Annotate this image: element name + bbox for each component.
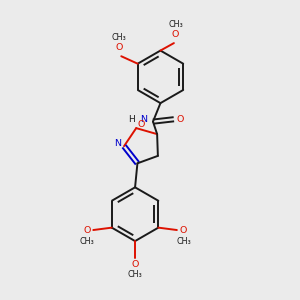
Text: O: O	[115, 44, 123, 52]
Text: O: O	[83, 226, 90, 235]
Text: CH₃: CH₃	[79, 237, 94, 246]
Text: O: O	[172, 30, 179, 39]
Text: O: O	[177, 115, 184, 124]
Text: N: N	[140, 115, 147, 124]
Text: CH₃: CH₃	[112, 33, 126, 42]
Text: O: O	[180, 226, 187, 235]
Text: N: N	[115, 139, 122, 148]
Text: CH₃: CH₃	[176, 237, 191, 246]
Text: O: O	[131, 260, 139, 268]
Text: H: H	[128, 115, 134, 124]
Text: O: O	[138, 120, 145, 129]
Text: CH₃: CH₃	[168, 20, 183, 29]
Text: CH₃: CH₃	[128, 270, 142, 279]
